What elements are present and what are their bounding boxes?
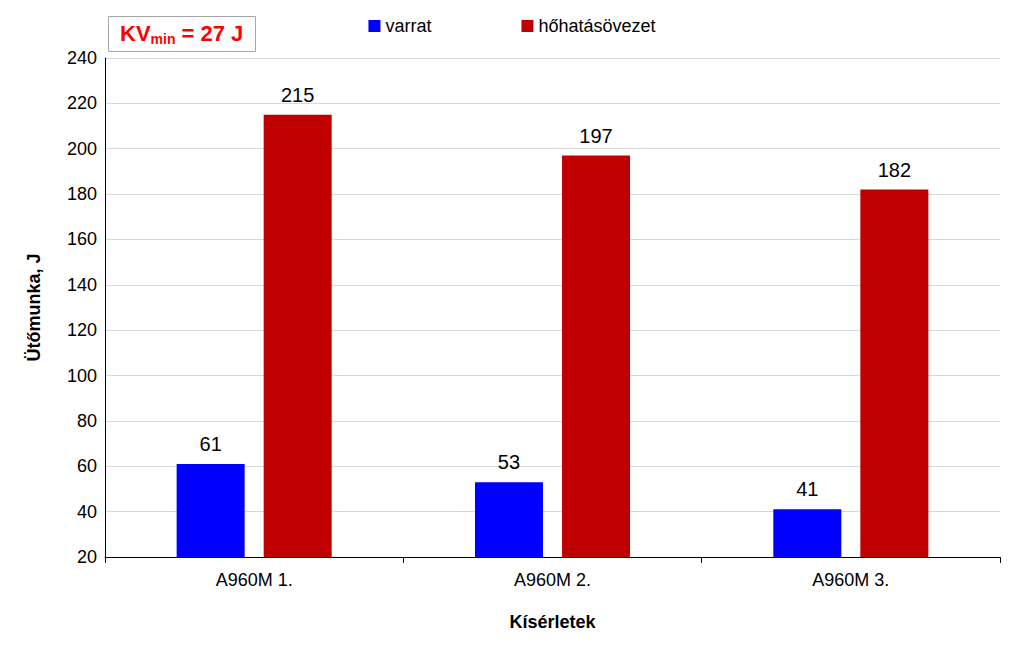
svg-text:160: 160 bbox=[67, 229, 97, 249]
svg-text:Kísérletek: Kísérletek bbox=[509, 612, 596, 632]
svg-text:220: 220 bbox=[67, 93, 97, 113]
svg-text:80: 80 bbox=[77, 411, 97, 431]
svg-text:61: 61 bbox=[200, 433, 222, 455]
svg-text:Ütőmunka, J: Ütőmunka, J bbox=[24, 253, 44, 361]
svg-text:KV: KV bbox=[120, 21, 151, 46]
svg-text:= 27 J: = 27 J bbox=[175, 21, 243, 46]
svg-text:240: 240 bbox=[67, 48, 97, 68]
svg-text:A960M 1.: A960M 1. bbox=[216, 570, 293, 590]
svg-text:60: 60 bbox=[77, 456, 97, 476]
svg-text:120: 120 bbox=[67, 320, 97, 340]
svg-text:20: 20 bbox=[77, 547, 97, 567]
svg-text:197: 197 bbox=[579, 125, 612, 147]
svg-text:varrat: varrat bbox=[385, 16, 431, 36]
svg-text:215: 215 bbox=[281, 84, 314, 106]
svg-text:41: 41 bbox=[796, 478, 818, 500]
svg-text:A960M 2.: A960M 2. bbox=[514, 570, 591, 590]
svg-text:40: 40 bbox=[77, 502, 97, 522]
svg-text:53: 53 bbox=[498, 451, 520, 473]
svg-text:200: 200 bbox=[67, 139, 97, 159]
svg-text:min: min bbox=[151, 31, 176, 47]
svg-text:140: 140 bbox=[67, 275, 97, 295]
svg-text:hőhatásövezet: hőhatásövezet bbox=[538, 16, 655, 36]
svg-text:182: 182 bbox=[878, 159, 911, 181]
svg-text:180: 180 bbox=[67, 184, 97, 204]
svg-text:A960M 3.: A960M 3. bbox=[812, 570, 889, 590]
svg-text:100: 100 bbox=[67, 366, 97, 386]
